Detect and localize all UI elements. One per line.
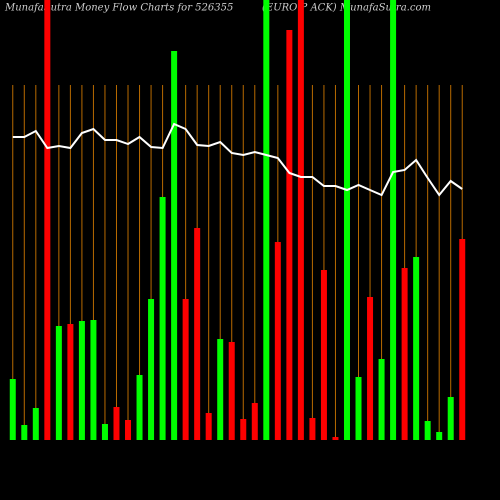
bar	[159, 197, 166, 440]
bar	[343, 0, 350, 440]
bar	[101, 424, 108, 440]
bar	[274, 242, 281, 440]
bar	[459, 239, 466, 440]
bar	[320, 270, 327, 440]
bar	[424, 421, 431, 440]
bar	[21, 425, 28, 440]
bar	[309, 418, 316, 440]
bar	[286, 30, 293, 440]
bar	[125, 420, 132, 440]
bar	[228, 342, 235, 440]
bar	[378, 359, 385, 440]
bar	[436, 432, 443, 440]
bar	[355, 377, 362, 440]
bar	[401, 268, 408, 440]
bar	[251, 403, 258, 440]
bar	[367, 297, 374, 440]
bar	[217, 339, 224, 440]
bar	[9, 379, 16, 440]
bar	[90, 320, 97, 440]
bar	[136, 375, 143, 440]
bar	[67, 324, 74, 440]
bar	[113, 407, 120, 440]
bar	[194, 228, 201, 440]
bar	[413, 257, 420, 440]
bar	[297, 0, 304, 440]
bar	[182, 299, 189, 440]
bar	[263, 0, 270, 440]
bar	[240, 419, 247, 440]
bar	[332, 437, 339, 440]
bar	[32, 408, 39, 440]
bar	[44, 0, 51, 440]
bar	[78, 321, 85, 440]
bar	[55, 326, 62, 440]
bar	[148, 299, 155, 440]
bar	[205, 413, 212, 440]
bar	[171, 51, 178, 440]
flow-line	[12, 122, 463, 197]
bar	[447, 397, 454, 440]
chart-title: MunafaSutra Money Flow Charts for 526355	[4, 3, 233, 14]
bar	[390, 0, 397, 440]
